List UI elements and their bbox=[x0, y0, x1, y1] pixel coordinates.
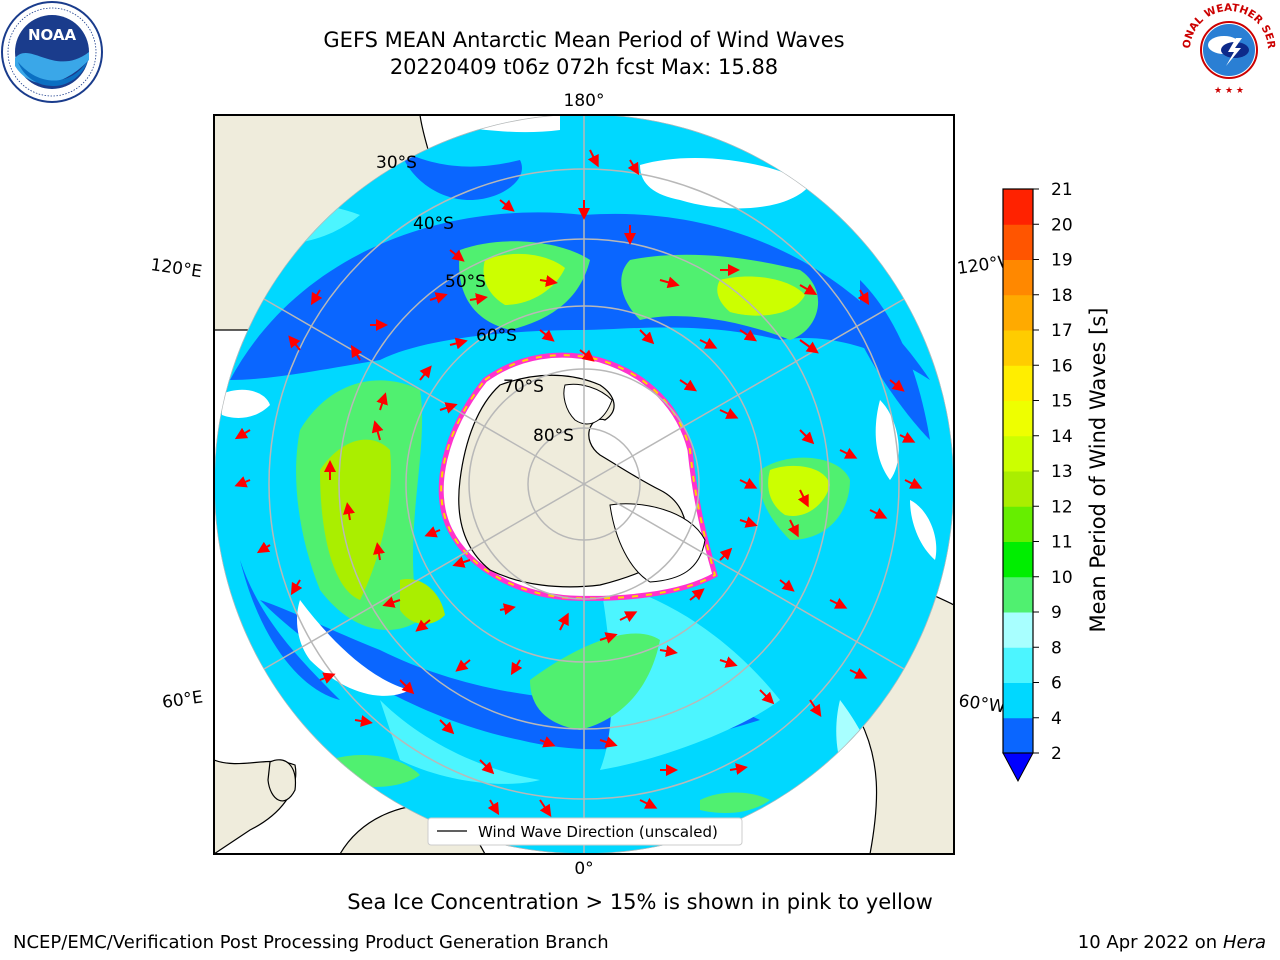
host-name: Hera bbox=[1222, 932, 1266, 953]
sea-ice-note: Sea Ice Concentration > 15% is shown in … bbox=[347, 890, 933, 914]
run-date: 10 Apr 2022 on Hera bbox=[1078, 932, 1266, 953]
colorbar-swatch bbox=[1003, 330, 1033, 366]
colorbar: 2 4 6 8 9 10 11 12 13 14 15 16 17 18 19 20 21 bbox=[1002, 180, 1073, 783]
lon-label-60w: 60°W bbox=[957, 691, 1006, 717]
colorbar-tick-label: 19 bbox=[1051, 251, 1073, 271]
colorbar-swatch bbox=[1003, 189, 1033, 225]
map-frame bbox=[213, 114, 955, 855]
colorbar-swatch bbox=[1003, 435, 1033, 472]
colorbar-swatch bbox=[1003, 259, 1033, 296]
colorbar-tick-label: 11 bbox=[1051, 533, 1073, 553]
colorbar-swatch bbox=[1003, 612, 1033, 648]
colorbar-tick-label: 9 bbox=[1051, 603, 1062, 623]
lon-label-180: 180° bbox=[564, 91, 605, 111]
chart-title: GEFS MEAN Antarctic Mean Period of Wind … bbox=[323, 28, 845, 52]
lat-label-70s: 70°S bbox=[503, 377, 544, 397]
colorbar-tick-label: 21 bbox=[1051, 180, 1073, 200]
lat-label-40s: 40°S bbox=[413, 214, 454, 234]
wind-wave-legend: Wind Wave Direction (unscaled) bbox=[427, 817, 743, 846]
lat-label-80s: 80°S bbox=[533, 426, 574, 446]
colorbar-tick-label: 6 bbox=[1051, 674, 1062, 694]
colorbar-swatch bbox=[1003, 471, 1033, 507]
colorbar-swatch bbox=[1003, 400, 1033, 437]
colorbar-tick-label: 2 bbox=[1051, 744, 1062, 764]
colorbar-tick-label: 12 bbox=[1051, 497, 1073, 517]
wave-direction-arrows bbox=[234, 149, 923, 817]
lon-label-120e: 120°E bbox=[149, 255, 203, 282]
noaa-logo: NOAA bbox=[1, 1, 103, 103]
colorbar-swatch bbox=[1003, 541, 1033, 578]
lat-label-60s: 60°S bbox=[476, 326, 517, 346]
colorbar-swatch bbox=[1003, 576, 1033, 613]
graticule bbox=[214, 115, 954, 854]
legend-label: Wind Wave Direction (unscaled) bbox=[478, 823, 718, 841]
colorbar-tick-label: 4 bbox=[1051, 709, 1062, 729]
colorbar-tick-label: 17 bbox=[1051, 321, 1073, 341]
colorbar-tick-label: 10 bbox=[1051, 568, 1073, 588]
svg-text:★ ★ ★: ★ ★ ★ bbox=[1214, 86, 1244, 96]
colorbar-swatch bbox=[1003, 682, 1033, 719]
branch-credit: NCEP/EMC/Verification Post Processing Pr… bbox=[13, 932, 609, 953]
colorbar-swatch bbox=[1003, 717, 1033, 754]
lon-label-0: 0° bbox=[574, 859, 593, 879]
nws-logo: NATIONAL WEATHER SERVICE ★ ★ ★ bbox=[1178, 0, 1277, 98]
lat-label-30s: 30°S bbox=[376, 153, 417, 173]
colorbar-swatch bbox=[1003, 647, 1033, 683]
colorbar-swatch bbox=[1003, 506, 1033, 542]
colorbar-tick-label: 14 bbox=[1051, 427, 1073, 447]
colorbar-label: Mean Period of Wind Waves [s] bbox=[1086, 308, 1110, 633]
colorbar-tick-label: 18 bbox=[1051, 286, 1073, 306]
colorbar-swatch bbox=[1003, 224, 1033, 260]
noaa-logo-text: NOAA bbox=[28, 26, 77, 44]
colorbar-tick-label: 15 bbox=[1051, 392, 1073, 412]
lat-label-50s: 50°S bbox=[445, 272, 486, 292]
lon-label-60e: 60°E bbox=[161, 687, 204, 712]
chart-subtitle: 20220409 t06z 072h fcst Max: 15.88 bbox=[389, 55, 779, 79]
wave-period-field bbox=[220, 115, 937, 813]
colorbar-swatch bbox=[1003, 294, 1033, 331]
colorbar-tick-label: 20 bbox=[1051, 215, 1073, 235]
run-date-text: 10 Apr 2022 on bbox=[1077, 932, 1223, 953]
colorbar-tick-label: 16 bbox=[1051, 356, 1073, 376]
colorbar-extend-arrow bbox=[1002, 752, 1034, 783]
colorbar-tick-label: 13 bbox=[1051, 462, 1073, 482]
colorbar-tick-label: 8 bbox=[1051, 638, 1062, 658]
colorbar-swatch bbox=[1003, 365, 1033, 401]
